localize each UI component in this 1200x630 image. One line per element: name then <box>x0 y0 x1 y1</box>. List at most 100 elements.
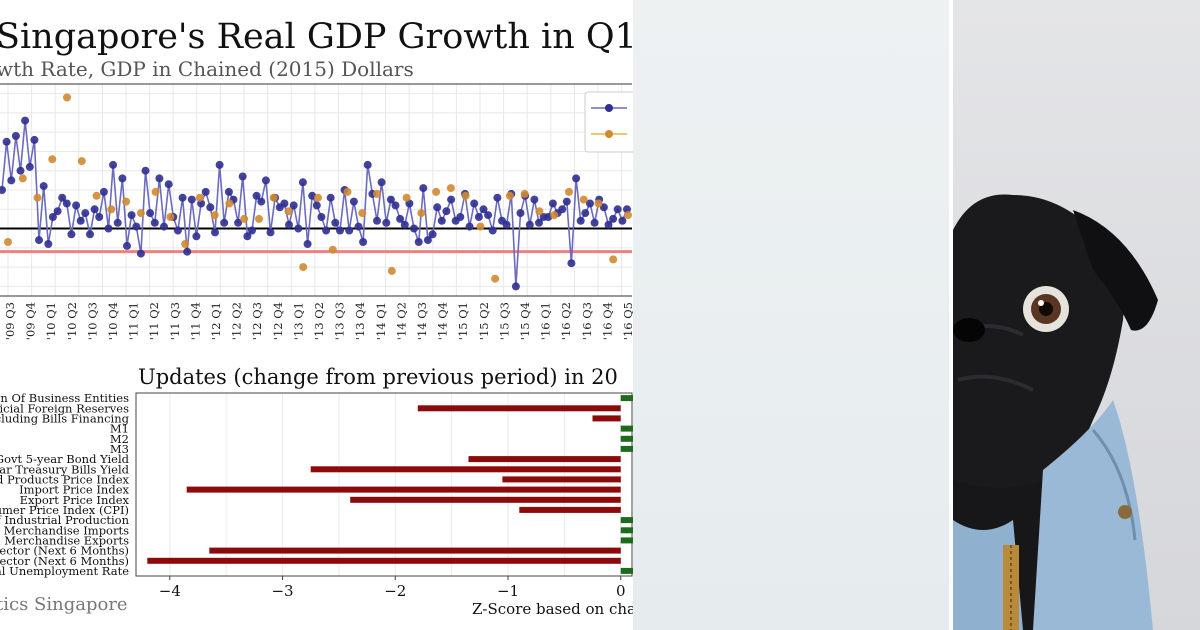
data-point <box>456 213 465 221</box>
data-point <box>16 166 25 175</box>
category-label: Of Industrial Production <box>0 513 130 527</box>
bar <box>502 476 621 483</box>
bar <box>350 496 621 503</box>
legend-marker <box>605 130 613 138</box>
data-point <box>502 220 511 229</box>
x-tick-label: −4 <box>159 582 181 600</box>
data-point <box>30 135 39 144</box>
category-label: -year Treasury Bills Yield <box>0 462 130 476</box>
data-point <box>354 222 363 231</box>
data-point <box>446 184 455 193</box>
x-tick-label: '16 Q2 <box>559 302 573 340</box>
data-point <box>76 216 85 225</box>
data-point <box>109 160 118 169</box>
x-tick-label: '12 Q1 <box>209 302 223 340</box>
data-point <box>535 218 543 227</box>
data-point <box>336 226 344 235</box>
category-label: M3 <box>110 442 129 456</box>
category-label: red Products Price Index <box>0 472 130 486</box>
data-point <box>266 228 275 237</box>
data-point <box>484 211 493 220</box>
data-point <box>243 232 252 241</box>
data-point <box>363 160 372 169</box>
data-point <box>314 193 322 202</box>
bar <box>186 486 621 493</box>
data-point <box>343 187 352 196</box>
x-tick-label: '12 Q3 <box>250 302 264 340</box>
data-point <box>520 189 529 198</box>
data-point <box>62 199 71 208</box>
data-point <box>303 240 312 248</box>
data-point <box>132 222 141 231</box>
data-point <box>562 197 571 206</box>
x-tick-label: '13 Q1 <box>291 302 305 340</box>
data-point <box>476 222 485 231</box>
data-point <box>63 93 71 102</box>
data-point <box>402 193 411 202</box>
data-point <box>491 274 500 283</box>
x-tick-label: '16 Q5 <box>621 302 633 340</box>
x-tick-label: −2 <box>384 582 406 600</box>
bottom-chart-title: Updates (change from previous period) in… <box>138 365 618 389</box>
data-point <box>590 218 599 227</box>
bar <box>209 547 621 554</box>
x-tick-label: '10 Q2 <box>65 302 79 340</box>
data-point <box>400 220 409 229</box>
data-point <box>322 226 331 235</box>
data-point <box>224 187 233 196</box>
data-point <box>624 211 632 220</box>
top-chart-title: Singapore's Real GDP Growth in Q1 2 <box>0 17 633 57</box>
data-point <box>317 213 326 221</box>
data-point <box>210 211 219 220</box>
data-point <box>95 213 104 221</box>
data-point <box>2 137 11 146</box>
data-point <box>386 195 395 204</box>
data-point <box>331 218 340 227</box>
bar <box>310 466 621 473</box>
data-point <box>373 189 381 198</box>
pug-eye-highlight <box>1038 300 1044 306</box>
panel-divider <box>949 0 953 630</box>
data-point <box>285 220 293 229</box>
x-tick-label: '15 Q2 <box>477 302 491 340</box>
x-tick-label: '14 Q3 <box>415 302 429 340</box>
data-point <box>48 213 57 221</box>
data-point <box>505 191 514 200</box>
data-point <box>470 199 479 208</box>
x-tick-label: '10 Q3 <box>85 302 99 340</box>
category-label: s Sector (Next 6 Months) <box>0 544 129 558</box>
data-point <box>525 220 534 229</box>
bar <box>592 415 621 422</box>
data-point <box>255 214 263 223</box>
data-point <box>280 199 289 208</box>
x-tick-label: '16 Q1 <box>539 302 553 340</box>
category-label: nsumer Price Index (CPI) <box>0 503 129 517</box>
data-point <box>25 162 34 171</box>
data-point <box>493 193 502 202</box>
data-point <box>284 207 293 216</box>
data-point <box>548 199 557 208</box>
data-point <box>349 197 358 206</box>
data-point <box>107 205 116 214</box>
data-point <box>417 209 426 218</box>
data-point <box>377 178 386 187</box>
data-point <box>396 214 405 223</box>
data-point <box>328 245 337 254</box>
data-point <box>437 216 446 225</box>
data-point <box>326 193 335 202</box>
top-chart-subtitle: wth Rate, GDP in Chained (2015) Dollars <box>0 57 414 81</box>
data-point <box>410 224 418 233</box>
jacket-button <box>1118 505 1132 519</box>
data-point <box>164 180 173 189</box>
data-point <box>488 226 497 235</box>
data-point <box>579 195 588 204</box>
denim-jacket-right <box>1033 400 1153 630</box>
x-tick-label: '11 Q3 <box>168 302 182 340</box>
category-label: otal Merchandise Imports <box>0 523 129 537</box>
data-point <box>257 197 266 206</box>
category-label: Official Foreign Reserves <box>0 401 129 415</box>
data-point <box>565 187 573 196</box>
data-point <box>299 263 308 272</box>
data-point <box>345 226 354 235</box>
data-point <box>35 236 43 245</box>
